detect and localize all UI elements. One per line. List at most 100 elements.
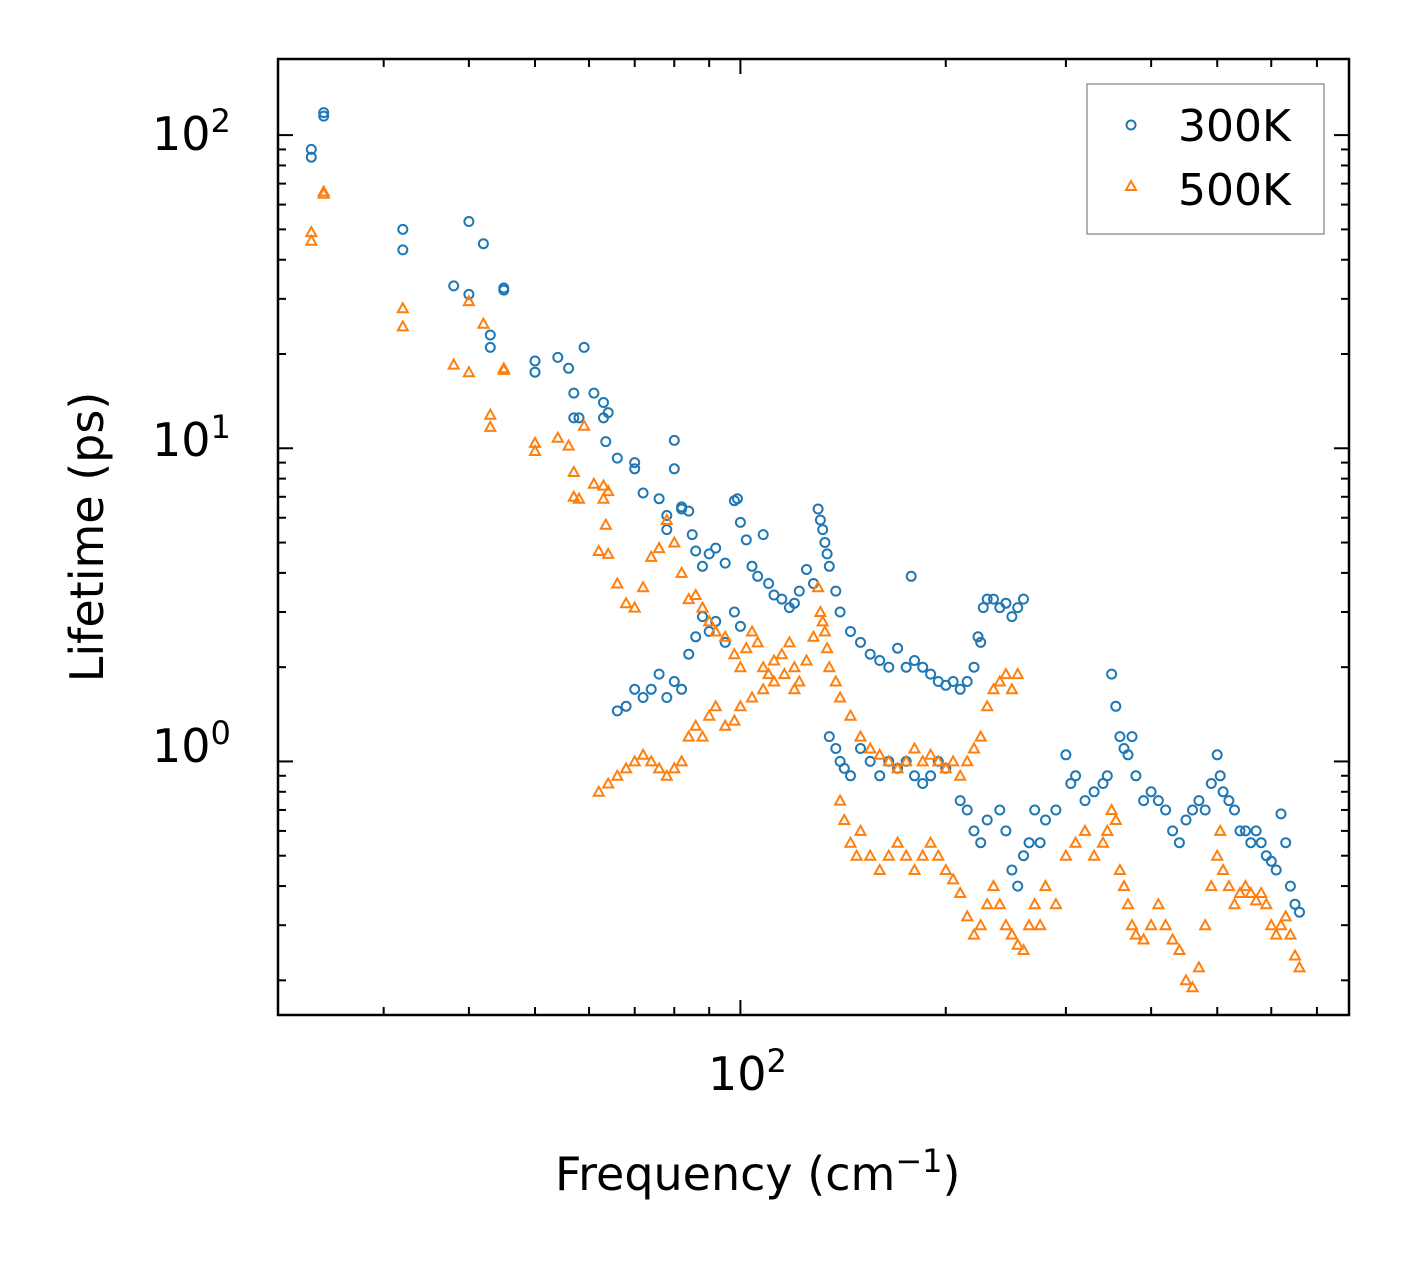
point-500k [818,624,832,637]
point-300k [1152,795,1164,807]
point-300k [874,655,886,666]
point-500k [1005,927,1019,940]
point-500k [761,667,776,680]
point-500k [709,699,723,712]
point-300k [1145,786,1157,798]
point-300k [598,397,609,408]
point-500k [1096,835,1110,848]
point-500k [1213,823,1227,836]
series-300k [305,107,1305,918]
point-300k [653,668,665,680]
point-500k [939,862,953,875]
point-500k [782,635,797,648]
point-500k [822,660,836,673]
point-500k [953,885,967,898]
point-300k [1187,804,1198,816]
point-500k [853,729,868,742]
point-300k [763,578,775,589]
point-300k [1138,795,1150,807]
point-300k [1040,814,1051,826]
point-300k [1167,825,1179,837]
point-300k [1280,837,1292,849]
point-300k [834,606,846,618]
point-500k [592,784,606,797]
point-300k [817,524,829,536]
point-500k [899,848,913,861]
legend-label-500k: 500K [1178,165,1292,216]
point-500k [806,629,821,642]
point-500k [882,848,896,861]
point-300k [823,560,835,572]
point-500k [561,438,576,451]
point-300k [830,585,842,597]
point-300k [463,288,475,300]
point-300k [690,545,702,557]
series-500k [304,184,1307,993]
point-500k [1172,942,1187,955]
point-500k [863,848,877,861]
point-500k [587,476,601,489]
point-300k [1088,786,1100,798]
point-500k [1185,980,1200,993]
x-tick-label-100: 102 [708,1042,787,1101]
point-500k [644,754,658,767]
legend-label-300k: 300K [1178,101,1292,152]
point-500k [923,747,938,760]
point-300k [1006,611,1018,623]
point-300k [793,585,805,597]
point-500k [799,653,814,666]
point-500k [916,848,930,861]
point-500k [317,184,331,197]
point-500k [1049,897,1063,910]
point-500k [1254,885,1268,898]
point-500k [592,543,606,556]
point-300k [734,516,746,528]
point-300k [529,366,541,378]
point-300k [864,648,876,660]
point-300k [1070,770,1082,782]
point-300k [1101,770,1113,782]
point-500k [756,682,770,695]
point-500k [1179,973,1193,986]
point-500k [1078,823,1092,836]
point-500k [999,667,1013,680]
point-300k [637,692,649,703]
point-500k [1005,682,1019,695]
point-500k [572,491,586,504]
point-500k [1033,918,1047,931]
point-300k [600,436,612,448]
point-500k [396,301,410,314]
point-300k [318,107,330,119]
point-300k [1018,850,1029,862]
point-500k [1283,927,1298,940]
point-500k [644,549,658,562]
point-300k [954,795,966,807]
point-500k [843,708,858,721]
point-500k [1129,927,1143,940]
point-300k [988,593,999,605]
point-500k [727,713,742,726]
point-300k [961,676,973,687]
point-300k [1006,864,1018,876]
point-500k [652,761,666,774]
point-500k [820,641,834,654]
point-300k [645,683,657,695]
point-300k [917,661,929,673]
point-500k [1210,848,1224,861]
point-300k [731,493,743,505]
point-500k [733,699,748,712]
point-300k [845,770,856,782]
point-500k [636,747,650,760]
point-300k [1114,731,1126,743]
point-300k [1029,804,1041,816]
point-500k [497,361,511,374]
point-500k [1227,897,1242,910]
point-500k [682,729,696,742]
point-300k [1018,593,1029,605]
point-500k [792,674,806,687]
point-300k [686,529,698,541]
point-500k [916,754,930,767]
point-300k [1060,749,1072,761]
point-300k [653,493,665,505]
